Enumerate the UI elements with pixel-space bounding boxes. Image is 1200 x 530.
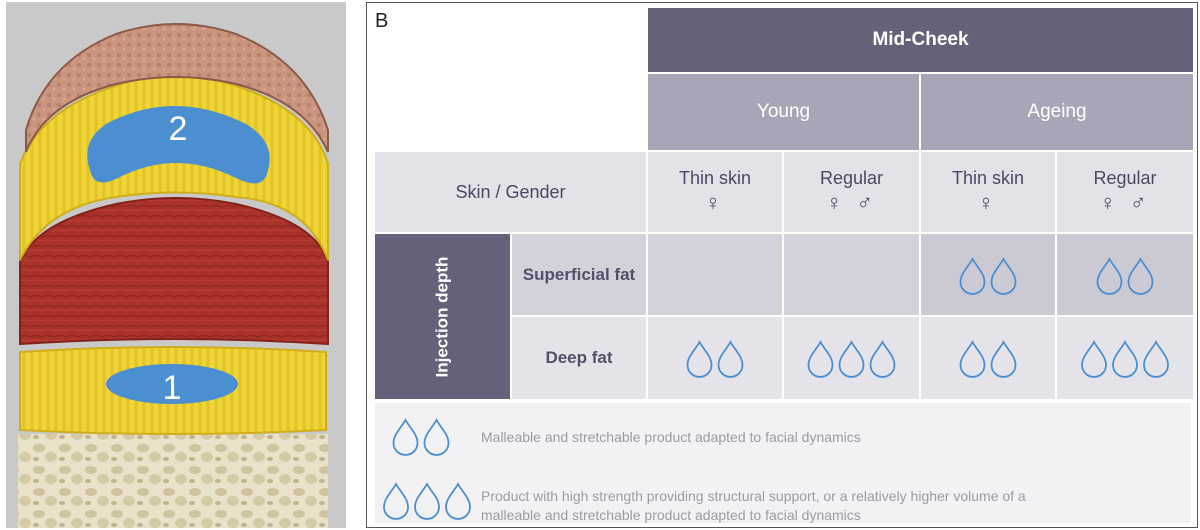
row-label-superficial-fat: Superficial fat xyxy=(512,234,646,315)
table-cell xyxy=(921,317,1055,399)
group-header-young: Young xyxy=(648,74,919,150)
drop-icon xyxy=(1081,340,1107,378)
marker-1-label: 1 xyxy=(163,369,182,407)
drop-icon xyxy=(990,340,1017,378)
drop-icon xyxy=(414,482,440,520)
muscle-layer xyxy=(19,197,329,346)
drop-icon xyxy=(423,418,450,456)
legend-box xyxy=(375,403,1191,523)
skin-type-label: Regular xyxy=(819,168,884,188)
drop-icon xyxy=(445,482,471,520)
table-cell xyxy=(1057,234,1193,315)
table-cell xyxy=(784,317,919,399)
drop-icon xyxy=(838,340,865,378)
column-header: Regular ♀ ♂ xyxy=(784,152,919,232)
drop-icon xyxy=(959,257,986,295)
marker-2-label: 2 xyxy=(169,110,188,148)
gender-icon: ♀ ♂ xyxy=(1099,189,1151,215)
drop-icon xyxy=(1143,340,1169,378)
gender-icon: ♀ ♂ xyxy=(825,189,878,215)
skin-type-label: Regular xyxy=(1093,168,1157,188)
bone-layer xyxy=(18,434,328,528)
table-cell xyxy=(648,317,782,399)
drop-icon xyxy=(807,340,834,378)
table-cell xyxy=(784,234,919,315)
drop-icon xyxy=(717,340,744,378)
group-header-ageing: Ageing xyxy=(921,74,1193,150)
drop-icon xyxy=(869,340,896,378)
injection-depth-label-cell: Injection depth xyxy=(375,234,510,399)
legend-text-three-drops-line2: malleable and stretchable product adapte… xyxy=(481,507,861,523)
skin-type-label: Thin skin xyxy=(951,168,1025,188)
table-cell xyxy=(648,234,782,315)
injection-table-panel: B Mid-Cheek Young Ageing Skin / Gender T… xyxy=(366,2,1198,528)
tissue-layers-svg: 2 1 xyxy=(18,23,329,528)
drop-icon xyxy=(990,257,1017,295)
drop-icon xyxy=(1096,257,1123,295)
legend-text-three-drops-line1: Product with high strength providing str… xyxy=(481,488,1026,504)
skin-layer xyxy=(25,23,329,153)
gender-icon: ♀ xyxy=(977,189,999,215)
drop-icons-layer xyxy=(383,257,1169,520)
region-header: Mid-Cheek xyxy=(648,8,1193,72)
drop-icon xyxy=(1127,257,1154,295)
row-label-deep-fat: Deep fat xyxy=(512,317,646,399)
marker-1-shape xyxy=(106,364,238,404)
table-cell xyxy=(921,234,1055,315)
skin-type-label: Thin skin xyxy=(678,168,752,188)
marker-2-shape xyxy=(87,106,270,184)
tissue-layer-illustration: 2 1 xyxy=(6,2,346,528)
column-header: Thin skin ♀ xyxy=(921,152,1055,232)
column-header: Thin skin ♀ xyxy=(648,152,782,232)
gender-icon: ♀ xyxy=(704,189,726,215)
drop-icon xyxy=(959,340,986,378)
drop-icon xyxy=(1112,340,1138,378)
skin-gender-label: Skin / Gender xyxy=(375,152,646,232)
panel-b-letter: B xyxy=(375,10,389,32)
drop-icon xyxy=(383,482,409,520)
drop-icon xyxy=(686,340,713,378)
table-cell xyxy=(1057,317,1193,399)
drop-icon xyxy=(392,418,419,456)
legend-text-two-drops: Malleable and stretchable product adapte… xyxy=(481,429,861,445)
column-header: Regular ♀ ♂ xyxy=(1057,152,1193,232)
